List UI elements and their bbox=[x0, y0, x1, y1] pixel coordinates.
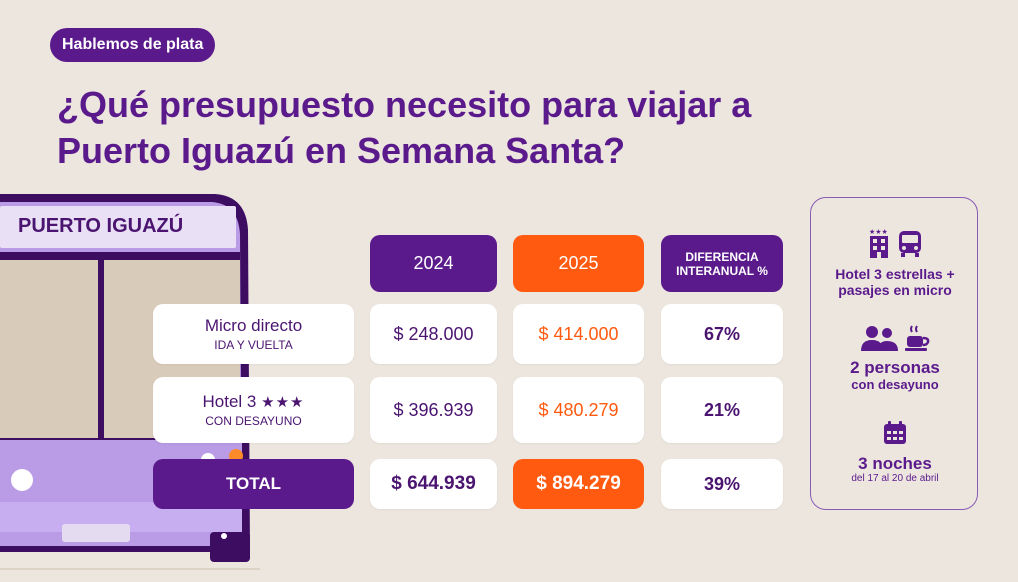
people-icon bbox=[861, 326, 898, 351]
header-2024-label: 2024 bbox=[413, 253, 454, 273]
row-bus-title: Micro directo bbox=[204, 316, 303, 335]
trip-detail-nights: 3 noches del 17 al 20 de abril bbox=[811, 420, 979, 485]
bus-icon bbox=[899, 231, 921, 257]
trip-detail-transport: ★★★ Hotel 3 estrellas + pasajes en micro bbox=[811, 228, 979, 298]
calendar-icon bbox=[884, 421, 906, 444]
row-hotel-diff: 21% bbox=[661, 377, 783, 443]
row-hotel-title-text: Hotel 3 bbox=[202, 392, 257, 411]
page-title: ¿Qué presupuesto necesito para viajar a … bbox=[57, 82, 877, 174]
row-bus-diff: 67% bbox=[661, 304, 783, 364]
row-hotel-subtitle: CON DESAYUNO bbox=[205, 414, 302, 428]
row-bus-label: Micro directo IDA Y VUELTA bbox=[153, 304, 354, 364]
row-hotel-title: Hotel 3 ★★★ bbox=[203, 392, 305, 412]
header-2025: 2025 bbox=[513, 235, 644, 292]
row-total-2025-value: $ 894.279 bbox=[536, 473, 621, 494]
row-hotel-2025: $ 480.279 bbox=[513, 377, 644, 443]
transport-line-1: Hotel 3 estrellas + bbox=[835, 266, 955, 282]
row-total-2025: $ 894.279 bbox=[513, 459, 644, 509]
people-line-1: 2 personas bbox=[850, 358, 940, 377]
header-difference: DIFERENCIA INTERANUAL % bbox=[661, 235, 783, 292]
header-difference-label: DIFERENCIA INTERANUAL % bbox=[676, 249, 768, 278]
header-2024: 2024 bbox=[370, 235, 497, 292]
trip-detail-people: 2 personas con desayuno bbox=[811, 324, 979, 392]
star-rating-icon: ★★★ bbox=[261, 394, 305, 411]
row-bus-diff-value: 67% bbox=[703, 323, 741, 344]
header-2025-label: 2025 bbox=[558, 253, 599, 273]
nights-line-1: 3 noches bbox=[858, 454, 932, 473]
row-total-diff: 39% bbox=[661, 459, 783, 509]
row-total-2024: $ 644.939 bbox=[370, 459, 497, 509]
row-total-diff-value: 39% bbox=[703, 473, 741, 494]
topic-tag: Hablemos de plata bbox=[50, 28, 216, 62]
coffee-icon bbox=[905, 325, 930, 351]
title-line-1: ¿Qué presupuesto necesito para viajar a bbox=[57, 84, 752, 125]
row-hotel-2025-value: $ 480.279 bbox=[538, 399, 619, 420]
svg-text:★★★: ★★★ bbox=[869, 228, 888, 236]
row-total-title: TOTAL bbox=[225, 474, 282, 493]
trip-details-panel: ★★★ Hotel 3 estrellas + pasajes en micro bbox=[810, 197, 978, 510]
row-bus-2025: $ 414.000 bbox=[513, 304, 644, 364]
people-line-2: con desayuno bbox=[851, 377, 939, 392]
row-bus-2024: $ 248.000 bbox=[370, 304, 497, 364]
row-hotel-2024-value: $ 396.939 bbox=[393, 399, 474, 420]
row-hotel-label: Hotel 3 ★★★ CON DESAYUNO bbox=[153, 377, 354, 443]
row-bus-2025-value: $ 414.000 bbox=[538, 323, 619, 344]
row-bus-subtitle: IDA Y VUELTA bbox=[214, 338, 293, 352]
transport-line-2: pasajes en micro bbox=[838, 282, 952, 298]
row-total-label: TOTAL bbox=[153, 459, 354, 509]
bus-destination-sign: PUERTO IGUAZÚ bbox=[18, 215, 184, 237]
nights-line-2: del 17 al 20 de abril bbox=[851, 473, 939, 484]
title-line-2: Puerto Iguazú en Semana Santa? bbox=[57, 130, 626, 171]
hotel-icon: ★★★ bbox=[869, 228, 888, 258]
row-bus-2024-value: $ 248.000 bbox=[393, 323, 474, 344]
row-hotel-2024: $ 396.939 bbox=[370, 377, 497, 443]
row-total-2024-value: $ 644.939 bbox=[391, 473, 476, 494]
row-hotel-diff-value: 21% bbox=[703, 399, 741, 420]
